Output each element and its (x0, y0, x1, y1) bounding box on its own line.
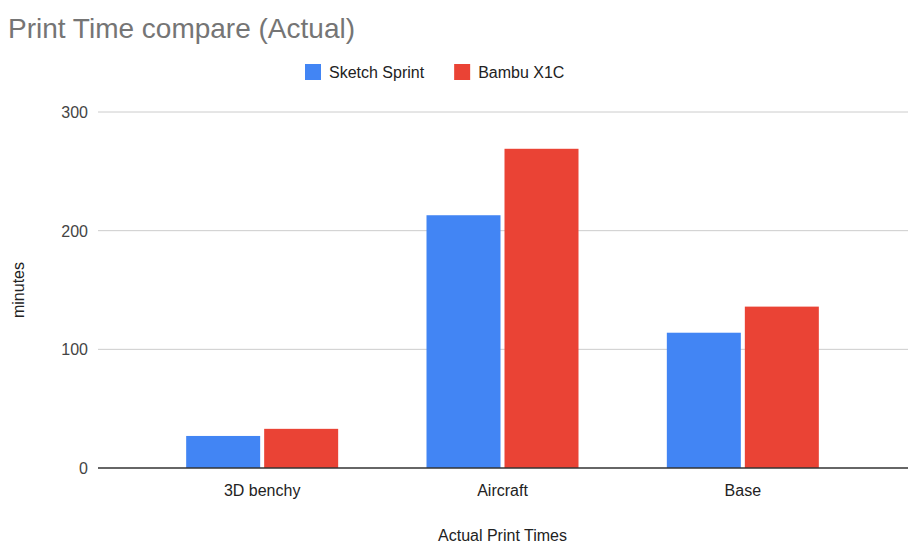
y-axis: 0 100 200 300 (61, 104, 908, 477)
x-axis-line (98, 467, 908, 469)
bar (264, 429, 338, 468)
legend-label: Bambu X1C (478, 64, 564, 81)
legend-swatch (305, 64, 321, 80)
chart-svg: Print Time compare (Actual) Sketch Sprint… (0, 0, 918, 551)
chart-container: Print Time compare (Actual) Sketch Sprint… (0, 0, 918, 551)
background (0, 0, 918, 551)
y-tick-label: 100 (61, 341, 88, 358)
x-tick-label: Aircraft (477, 482, 528, 499)
x-tick-label: 3D benchy (224, 482, 301, 499)
grid-line (98, 112, 908, 113)
y-tick-label: 300 (61, 104, 88, 121)
legend: Sketch Sprint Bambu X1C (305, 64, 564, 81)
bar (745, 307, 819, 468)
bar (186, 436, 260, 468)
x-axis: 3D benchy Aircraft Base (224, 482, 761, 499)
x-axis-label: Actual Print Times (438, 527, 567, 544)
bar (667, 333, 741, 468)
x-tick-label: Base (725, 482, 762, 499)
y-axis-label: minutes (10, 262, 27, 318)
bars (186, 149, 819, 468)
bar (505, 149, 579, 468)
bar (427, 215, 501, 468)
grid-line (98, 230, 908, 231)
chart-title: Print Time compare (Actual) (8, 13, 355, 44)
y-tick-label: 200 (61, 223, 88, 240)
y-tick-label: 0 (79, 460, 88, 477)
legend-swatch (454, 64, 470, 80)
legend-label: Sketch Sprint (329, 64, 425, 81)
